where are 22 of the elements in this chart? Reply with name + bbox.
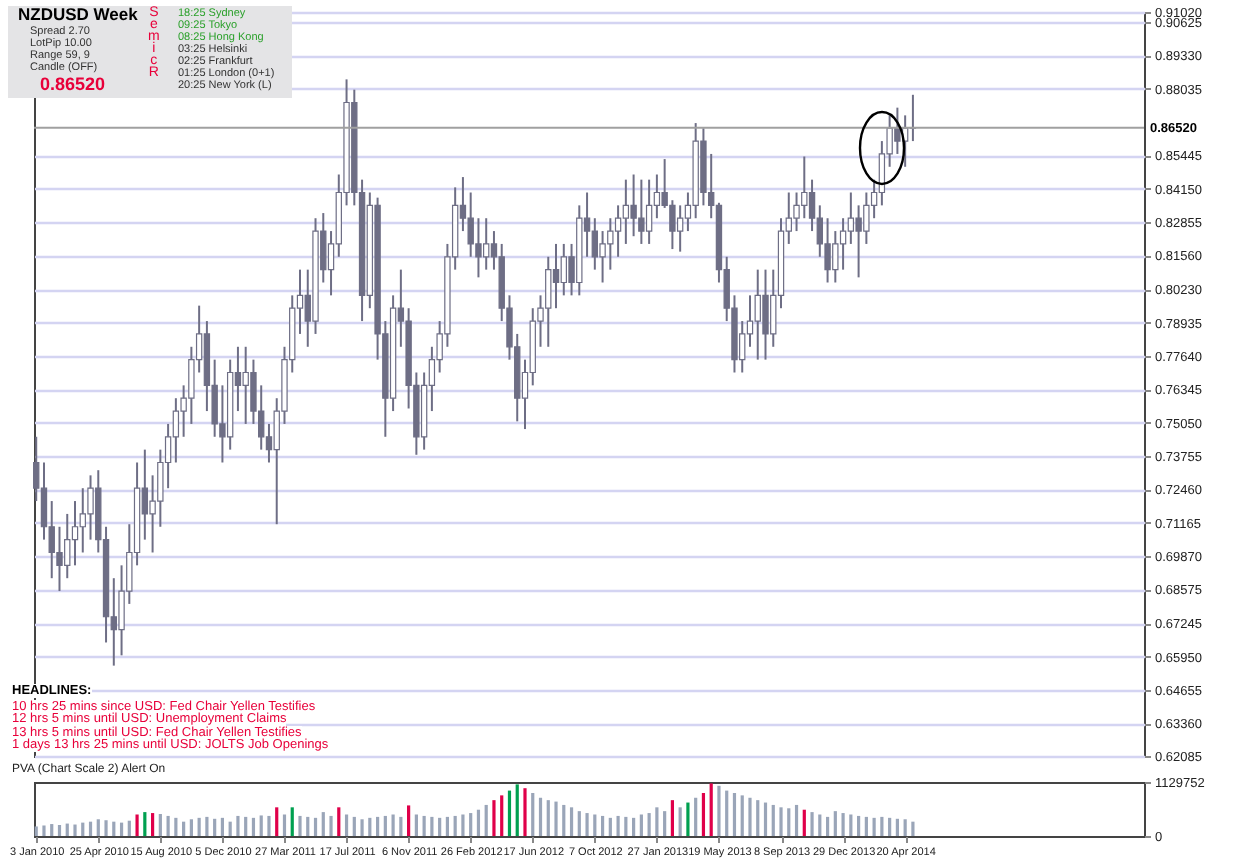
candlestick xyxy=(560,242,567,297)
candlestick xyxy=(614,204,622,258)
candlestick xyxy=(762,268,769,361)
candlestick xyxy=(847,191,855,245)
candlestick xyxy=(71,500,79,567)
annotation: 0.86520 xyxy=(40,74,106,94)
candlestick xyxy=(483,217,490,271)
candlestick xyxy=(79,487,86,554)
candlestick xyxy=(638,178,645,245)
candlestick xyxy=(630,173,637,238)
chart-title: NZDUSD Week xyxy=(18,4,138,24)
candlestick xyxy=(645,178,653,245)
candlestick xyxy=(839,217,847,271)
candlestick xyxy=(894,106,901,155)
candlestick xyxy=(622,178,630,245)
candlestick xyxy=(552,242,560,310)
candlestick xyxy=(676,204,684,253)
candlestick xyxy=(591,217,599,271)
candlestick xyxy=(172,397,180,464)
candlestick xyxy=(754,268,761,361)
candlestick xyxy=(242,345,249,425)
candlestick xyxy=(855,204,862,279)
